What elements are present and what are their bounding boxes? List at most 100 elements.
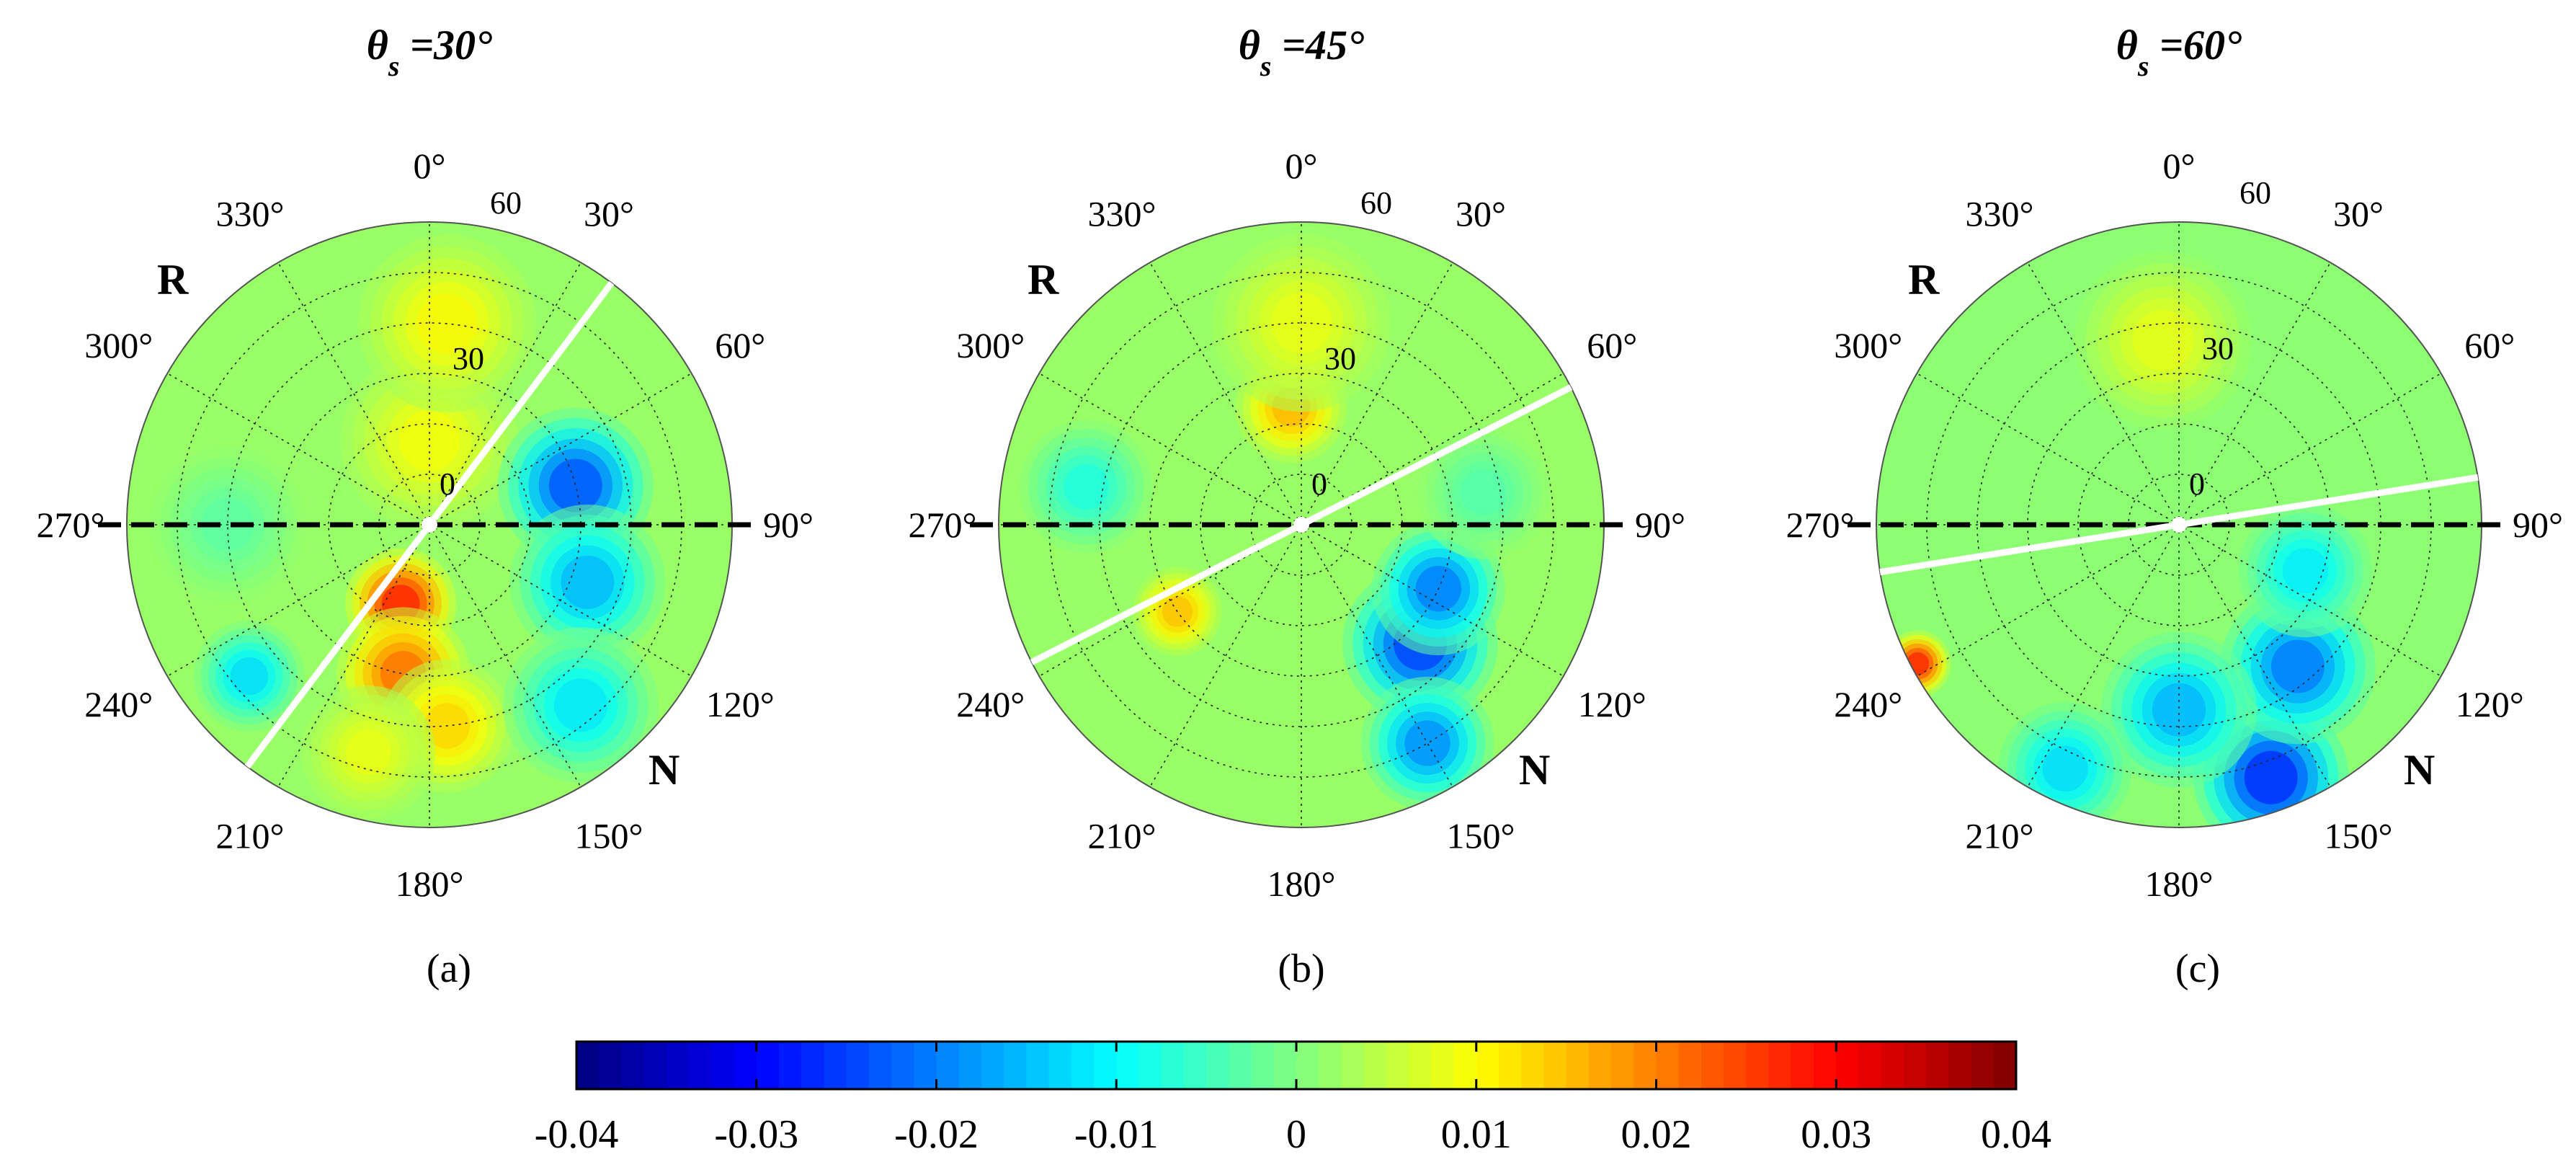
azimuth-label: 150°: [575, 815, 643, 856]
azimuth-label: 330°: [1088, 194, 1156, 234]
colorbar-label-p001: 0.01: [1441, 1112, 1512, 1157]
colorbar-segment: [778, 1042, 802, 1089]
azimuth-label: 90°: [763, 505, 814, 545]
colorbar-segment: [1004, 1042, 1027, 1089]
azimuth-label: 60°: [1587, 325, 1637, 365]
center-dot: [422, 517, 437, 533]
azimuth-label: 210°: [1966, 815, 2034, 856]
panel-c: θs =60° 0° 30° 60° 90° 120° 150° 180° 210° 240° 2…: [1786, 22, 2564, 991]
center-dot: [2171, 517, 2187, 533]
colorbar-segment: [1183, 1042, 1207, 1089]
grid-spoke: [277, 524, 430, 788]
heatmap-blob: [2132, 310, 2193, 371]
azimuth-label: 0°: [1285, 146, 1318, 186]
colorbar-ticks: [575, 1042, 2018, 1089]
panel-a: θs =30° 0° 30° 60° 90° 120° 150° 180° 210° 240° 2…: [37, 22, 814, 991]
colorbar-segment: [1319, 1042, 1342, 1089]
colorbar-segment: [1634, 1042, 1657, 1089]
colorbar-segment: [1341, 1042, 1365, 1089]
colorbar-segment: [621, 1042, 645, 1089]
colorbar-segment: [1273, 1042, 1297, 1089]
heatmap-blob: [230, 657, 269, 696]
heatmap-blob: [554, 678, 607, 732]
azimuth-label: 210°: [216, 815, 285, 856]
grid-spoke: [1038, 373, 1302, 525]
colorbar-segment: [1116, 1042, 1140, 1089]
colorbar-segment: [1903, 1042, 1927, 1089]
grid-spoke: [429, 524, 692, 677]
azimuth-label: 300°: [956, 325, 1025, 365]
azimuth-label: 120°: [1578, 684, 1646, 724]
colorbar-segment: [756, 1042, 780, 1089]
colorbar-segment: [666, 1042, 690, 1089]
azimuth-labels-b: 0° 30° 60° 90° 120° 150° 180° 210° 240° 270° 300° 3…: [909, 146, 1686, 904]
heatmap-blob: [2244, 750, 2298, 804]
heatmap-blob: [398, 410, 460, 471]
colorbar-segment: [1048, 1042, 1072, 1089]
colorbar-segment: [1161, 1042, 1185, 1089]
heatmap-blob: [561, 555, 615, 609]
colorbar-segment: [1656, 1042, 1680, 1089]
heatmap-blob: [1063, 463, 1110, 510]
grid-spoke: [166, 373, 430, 525]
heatmap-blob: [2282, 548, 2329, 594]
colorbar-segment: [1588, 1042, 1612, 1089]
reference-lines-a: [98, 280, 761, 769]
radial-tick-60-a: 60: [490, 185, 522, 221]
azimuth-labels-a: 0° 30° 60° 90° 120° 150° 180° 210° 240° 270° 300° 3…: [37, 146, 814, 904]
azimuth-label: 60°: [715, 325, 765, 365]
panel-label-b: (b): [1278, 946, 1324, 991]
azimuth-label: 330°: [1966, 194, 2034, 234]
azimuth-label: 120°: [2456, 684, 2524, 724]
radial-tick-60-b: 60: [1360, 185, 1392, 221]
n-label-b: N: [1519, 746, 1550, 794]
grid-spoke: [166, 524, 430, 677]
colorbar-segment: [643, 1042, 667, 1089]
colorbar-label-m004: -0.04: [535, 1112, 619, 1157]
colorbar-segment: [1251, 1042, 1275, 1089]
grid-spoke: [1916, 373, 2180, 525]
colorbar-segment: [846, 1042, 870, 1089]
radial-tick-30-c: 30: [2202, 331, 2234, 366]
colorbar-segment: [1858, 1042, 1882, 1089]
radial-tick-0-b: 0: [1311, 466, 1327, 502]
azimuth-label: 210°: [1088, 815, 1156, 856]
grid-spoke: [2027, 524, 2180, 788]
colorbar-segment: [1746, 1042, 1770, 1089]
colorbar-segment: [1453, 1042, 1477, 1089]
colorbar-label-m001: -0.01: [1074, 1112, 1159, 1157]
azimuth-label: 120°: [706, 684, 775, 724]
colorbar-segment: [801, 1042, 825, 1089]
heatmap-blob: [2152, 683, 2206, 737]
colorbar-segment: [1476, 1042, 1499, 1089]
colorbar-segment: [1138, 1042, 1162, 1089]
colorbar-segment: [1409, 1042, 1432, 1089]
azimuth-label: 30°: [1456, 194, 1506, 234]
panel-title-b: θs =45°: [1239, 22, 1364, 82]
grid-spoke: [2027, 262, 2180, 525]
grid-spoke: [429, 373, 692, 525]
colorbar-segment: [1881, 1042, 1904, 1089]
azimuth-label: 180°: [396, 864, 464, 904]
azimuth-label: 30°: [2333, 194, 2384, 234]
colorbar-segment: [824, 1042, 847, 1089]
colorbar-segment: [1971, 1042, 1995, 1089]
colorbar-segment: [1768, 1042, 1792, 1089]
colorbar-segment: [1836, 1042, 1860, 1089]
panel-label-c: (c): [2175, 946, 2220, 991]
grid-spoke: [429, 262, 581, 525]
azimuth-label: 240°: [956, 684, 1025, 724]
colorbar-segment: [868, 1042, 892, 1089]
colorbar-segment: [914, 1042, 937, 1089]
colorbar: -0.04 -0.03 -0.02 -0.01 0 0.01 0.02 0.03…: [535, 1040, 2051, 1157]
grid-spoke: [2178, 524, 2331, 788]
azimuth-label: 90°: [2513, 505, 2563, 545]
radial-tick-0-a: 0: [440, 466, 455, 502]
colorbar-segment: [958, 1042, 982, 1089]
grid-spoke: [429, 524, 581, 788]
colorbar-segment: [936, 1042, 960, 1089]
colorbar-segment: [1724, 1042, 1747, 1089]
azimuth-label: 180°: [2145, 864, 2214, 904]
grid-spoke: [1038, 524, 1302, 677]
